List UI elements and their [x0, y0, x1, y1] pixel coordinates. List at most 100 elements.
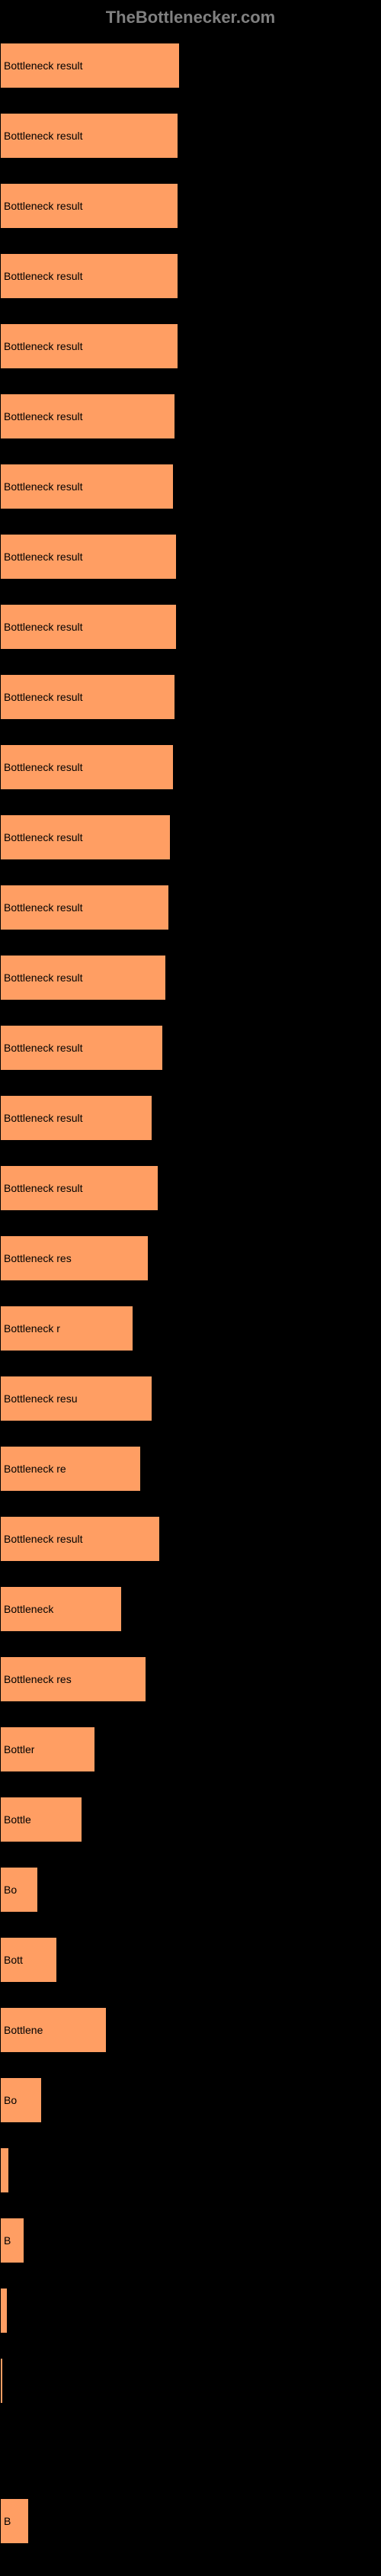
bar-label: Bottleneck result: [4, 270, 83, 282]
chart-bar: Bo: [0, 1867, 38, 1913]
bar-row: Bottle: [0, 1797, 381, 1842]
bar-label: Bottleneck result: [4, 972, 83, 984]
bar-row: Bottleneck resu: [0, 1376, 381, 1421]
bar-label: Bottleneck result: [4, 1533, 83, 1545]
bar-chart: Bottleneck result Bottleneck result Bottle…: [0, 35, 381, 2576]
header-title: TheBottlenecker.com: [0, 0, 381, 35]
bar-row: Bottleneck result: [0, 885, 381, 930]
chart-bar: Bottleneck result: [0, 464, 174, 509]
chart-bar: Bottleneck result: [0, 955, 166, 1001]
chart-bar: Bottleneck r: [0, 1306, 133, 1351]
bar-row: Bo: [0, 2077, 381, 2123]
chart-bar: [0, 2288, 8, 2333]
chart-bar: Bottleneck result: [0, 604, 177, 650]
chart-bar: Bottleneck result: [0, 323, 178, 369]
chart-bar: Bottleneck result: [0, 674, 175, 720]
bar-label: Bo: [4, 2094, 17, 2106]
bar-row: [0, 2288, 381, 2333]
bar-label: Bottle: [4, 1813, 31, 1826]
chart-bar: Bottleneck result: [0, 744, 174, 790]
bar-label: Bo: [4, 1884, 17, 1896]
bar-row: Bottleneck result: [0, 183, 381, 229]
bar-row: Bottleneck result: [0, 1095, 381, 1141]
bar-row: Bottleneck result: [0, 253, 381, 299]
bar-label: Bottleneck result: [4, 410, 83, 422]
bar-label: Bottleneck r: [4, 1322, 60, 1335]
bar-row: Bottleneck result: [0, 464, 381, 509]
bar-label: Bottleneck result: [4, 200, 83, 212]
chart-bar: Bottleneck result: [0, 183, 178, 229]
chart-bar: [0, 2428, 2, 2474]
chart-bar: Bottleneck result: [0, 534, 177, 580]
chart-bar: Bottleneck result: [0, 253, 178, 299]
bar-row: Bo: [0, 1867, 381, 1913]
bar-label: Bottleneck res: [4, 1252, 72, 1264]
chart-bar: B: [0, 2218, 24, 2263]
bar-label: Bottler: [4, 1743, 34, 1755]
bar-row: Bottler: [0, 1726, 381, 1772]
bar-label: Bottleneck re: [4, 1463, 66, 1475]
chart-bar: Bottleneck result: [0, 113, 178, 159]
bar-label: Bottleneck result: [4, 480, 83, 493]
bar-label: Bottleneck: [4, 1603, 53, 1615]
bar-row: Bottleneck result: [0, 323, 381, 369]
bar-row: Bottleneck result: [0, 1516, 381, 1562]
bar-row: Bottleneck re: [0, 1446, 381, 1492]
chart-bar: B: [0, 2498, 29, 2544]
chart-bar: [0, 2358, 3, 2404]
bar-label: Bottleneck result: [4, 59, 83, 72]
chart-bar: Bottleneck result: [0, 393, 175, 439]
chart-bar: Bottleneck result: [0, 1025, 163, 1071]
bar-label: Bottleneck result: [4, 831, 83, 843]
bar-row: Bottleneck: [0, 1586, 381, 1632]
bar-row: Bottleneck result: [0, 1025, 381, 1071]
bar-row: Bottleneck res: [0, 1656, 381, 1702]
chart-bar: [0, 2147, 9, 2193]
bar-label: Bottleneck result: [4, 130, 83, 142]
chart-bar: Bottleneck res: [0, 1656, 146, 1702]
chart-bar: Bottleneck result: [0, 43, 180, 88]
bar-label: Bottleneck resu: [4, 1392, 78, 1405]
bar-row: [0, 2428, 381, 2474]
bar-row: Bottleneck result: [0, 393, 381, 439]
bar-row: Bottleneck result: [0, 674, 381, 720]
bar-label: Bottleneck result: [4, 901, 83, 914]
bar-label: Bottleneck result: [4, 691, 83, 703]
bar-row: [0, 2358, 381, 2404]
bar-label: Bottleneck result: [4, 551, 83, 563]
bar-row: Bottleneck result: [0, 604, 381, 650]
chart-bar: Bottleneck res: [0, 1235, 149, 1281]
chart-bar: Bottle: [0, 1797, 82, 1842]
bar-row: Bottleneck r: [0, 1306, 381, 1351]
chart-bar: Bottleneck result: [0, 814, 171, 860]
chart-bar: Bottler: [0, 1726, 95, 1772]
bar-label: Bottleneck result: [4, 1042, 83, 1054]
bar-row: B: [0, 2218, 381, 2263]
chart-bar: Bottlene: [0, 2007, 107, 2053]
bar-row: Bott: [0, 1937, 381, 1983]
bar-row: Bottleneck result: [0, 955, 381, 1001]
chart-bar: Bo: [0, 2077, 42, 2123]
chart-bar: Bottleneck result: [0, 885, 169, 930]
bar-row: Bottleneck result: [0, 1165, 381, 1211]
bar-label: B: [4, 2515, 11, 2527]
bar-row: Bottleneck res: [0, 1235, 381, 1281]
chart-bar: Bottleneck result: [0, 1165, 158, 1211]
chart-bar: Bott: [0, 1937, 57, 1983]
bar-row: Bottlene: [0, 2007, 381, 2053]
bar-label: Bott: [4, 1954, 23, 1966]
bar-row: Bottleneck result: [0, 744, 381, 790]
bar-row: Bottleneck result: [0, 814, 381, 860]
bar-label: Bottlene: [4, 2024, 43, 2036]
bar-label: Bottleneck result: [4, 340, 83, 352]
bar-row: [0, 2147, 381, 2193]
bar-row: Bottleneck result: [0, 43, 381, 88]
bar-row: Bottleneck result: [0, 534, 381, 580]
bar-row: Bottleneck result: [0, 113, 381, 159]
chart-bar: Bottleneck result: [0, 1095, 152, 1141]
bar-label: Bottleneck result: [4, 761, 83, 773]
chart-bar: Bottleneck result: [0, 1516, 160, 1562]
bar-label: Bottleneck res: [4, 1673, 72, 1685]
bar-row: B: [0, 2498, 381, 2544]
chart-bar: Bottleneck re: [0, 1446, 141, 1492]
